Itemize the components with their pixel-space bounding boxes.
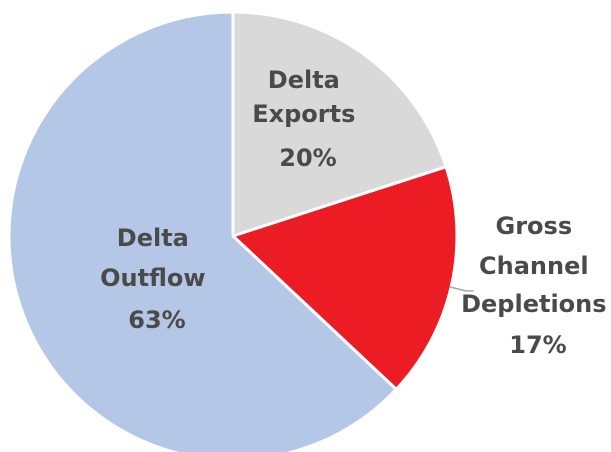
- pie-slices: [7, 10, 459, 452]
- leader-lines: [449, 286, 474, 292]
- slice-label-delta-outflow: Delta Outflow 63%: [100, 224, 214, 334]
- slice-label-gross-channel-depletions: Gross Channel Depletions 17%: [461, 212, 611, 359]
- pie-slice-gross-channel-depletions: [231, 165, 459, 391]
- pie-slice-delta-outflow: [7, 10, 398, 452]
- pie-slice-delta-exports: [231, 10, 448, 238]
- slice-label-delta-exports: Delta Exports 20%: [252, 66, 364, 172]
- leader-line-gross-channel-depletions: [449, 286, 474, 292]
